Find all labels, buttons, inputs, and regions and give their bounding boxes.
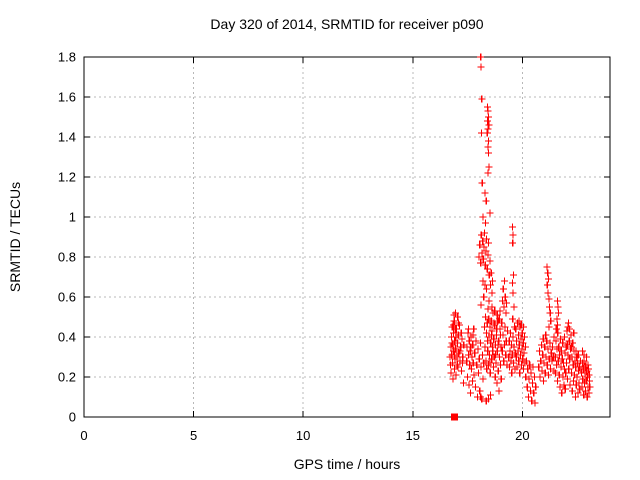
x-axis-label: GPS time / hours — [294, 456, 401, 472]
y-tick-label: 0.4 — [58, 330, 76, 345]
x-tick-label: 15 — [406, 428, 420, 443]
y-tick-label: 1.6 — [58, 90, 76, 105]
scatter-plus-markers — [446, 53, 594, 407]
plot-border — [83, 56, 611, 418]
chart-title: Day 320 of 2014, SRMTID for receiver p09… — [210, 16, 483, 32]
data-points — [446, 53, 594, 421]
y-tick-label: 1.8 — [58, 50, 76, 65]
square-marker — [451, 413, 459, 421]
tick-labels: 0 5 10 15 20 0 0.2 0.4 0.6 0.8 1 1.2 1.4 1.6 1.8 — [58, 50, 530, 444]
x-tick-label: 20 — [515, 428, 529, 443]
x-tick-label: 0 — [80, 428, 87, 443]
x-tick-label: 5 — [190, 428, 197, 443]
y-tick-label: 0.2 — [58, 370, 76, 385]
y-tick-label: 1 — [69, 210, 76, 225]
y-axis-label: SRMTID / TECUs — [7, 182, 23, 292]
y-tick-label: 1.2 — [58, 170, 76, 185]
y-tick-label: 0.8 — [58, 250, 76, 265]
grid-layer — [84, 57, 610, 417]
x-tick-label: 10 — [296, 428, 310, 443]
y-tick-label: 0 — [69, 410, 76, 425]
axis-ticks — [83, 56, 610, 418]
y-tick-label: 1.4 — [58, 130, 76, 145]
y-tick-label: 0.6 — [58, 290, 76, 305]
